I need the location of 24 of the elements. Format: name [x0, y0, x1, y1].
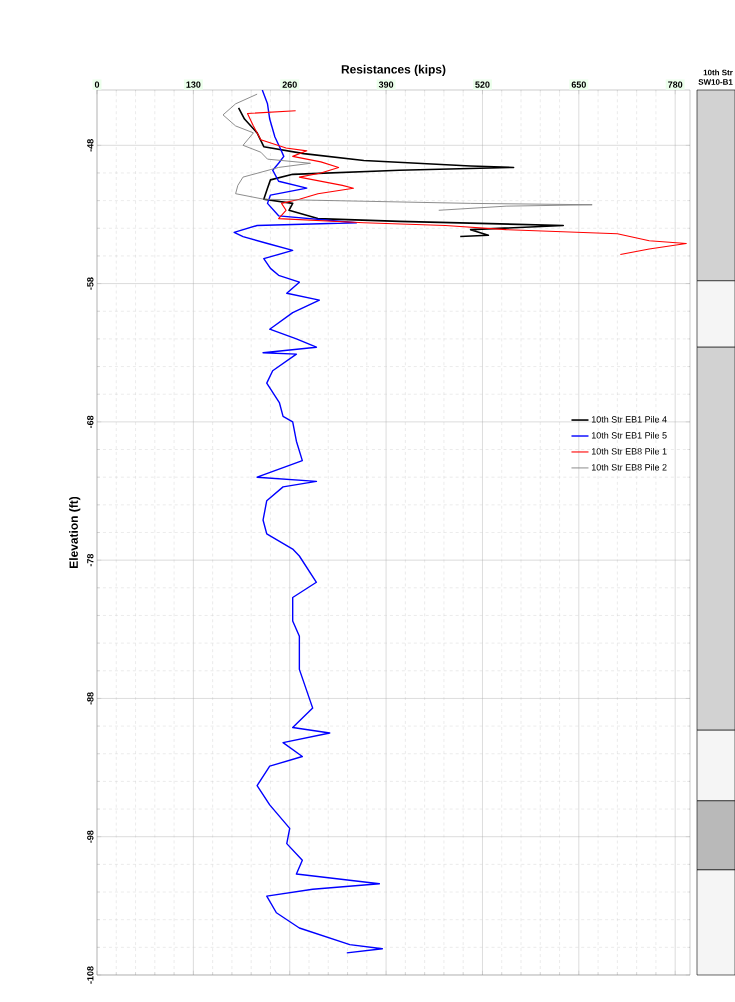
x-tick-label: 0 [94, 81, 99, 88]
legend-label: 10th Str EB8 Pile 1 [591, 447, 667, 455]
x-tick-label: 520 [475, 81, 490, 88]
y-tick-label: -108 [86, 966, 94, 984]
line-series [237, 107, 564, 238]
line-series [233, 89, 383, 954]
y-axis-title: Elevation (ft) [69, 496, 81, 568]
y-tick-label: -58 [86, 277, 94, 290]
legend-label: 10th Str EB8 Pile 2 [591, 463, 667, 471]
line-series [246, 110, 687, 256]
y-tick-label: -78 [86, 553, 94, 567]
x-tick-label: 260 [282, 81, 297, 88]
x-tick-label: 780 [667, 81, 683, 88]
x-axis-title: Resistances (kips) [341, 64, 446, 76]
x-tick-label: 390 [378, 81, 394, 88]
legend-label: 10th Str EB1 Pile 5 [591, 432, 667, 439]
y-tick-label: -68 [86, 415, 94, 428]
line-series [222, 93, 593, 211]
legend-label: 10th Str EB1 Pile 4 [591, 416, 667, 423]
x-tick-label: 650 [571, 81, 586, 88]
x-tick-label: 130 [186, 81, 201, 88]
y-tick-label: -98 [86, 830, 94, 843]
y-tick-label: -88 [86, 692, 94, 705]
y-tick-label: -48 [86, 139, 94, 152]
